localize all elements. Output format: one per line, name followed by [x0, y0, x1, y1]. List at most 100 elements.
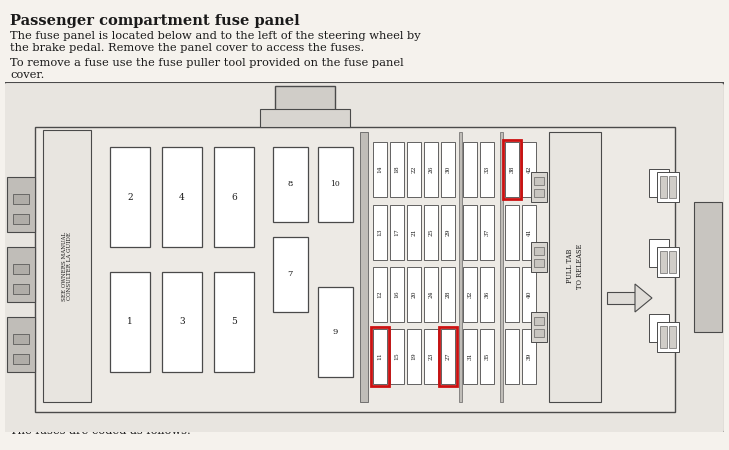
- Text: 26: 26: [429, 166, 434, 173]
- Text: 41: 41: [526, 229, 531, 236]
- Text: 40: 40: [526, 291, 531, 298]
- Bar: [480, 267, 494, 322]
- Bar: [441, 205, 455, 260]
- Bar: [505, 267, 519, 322]
- Bar: [390, 142, 404, 197]
- Bar: [373, 142, 387, 197]
- Bar: [459, 132, 462, 402]
- Bar: [660, 251, 667, 273]
- Bar: [260, 109, 350, 127]
- Text: 30: 30: [445, 166, 451, 173]
- Bar: [13, 214, 29, 224]
- Bar: [162, 147, 202, 247]
- Bar: [110, 147, 150, 247]
- Bar: [607, 292, 635, 304]
- Bar: [441, 142, 455, 197]
- Text: 4: 4: [179, 193, 185, 202]
- Text: 24: 24: [429, 291, 434, 298]
- Bar: [273, 147, 308, 222]
- Bar: [424, 205, 438, 260]
- Bar: [424, 267, 438, 322]
- Bar: [273, 237, 308, 312]
- Bar: [7, 317, 35, 372]
- Bar: [694, 202, 722, 332]
- Text: 20: 20: [411, 291, 416, 298]
- Bar: [522, 329, 536, 384]
- Text: 36: 36: [485, 291, 489, 298]
- Text: 38: 38: [510, 166, 515, 173]
- Bar: [13, 284, 29, 294]
- Bar: [318, 287, 353, 377]
- Bar: [463, 142, 477, 197]
- Bar: [522, 267, 536, 322]
- Text: 1: 1: [127, 318, 133, 327]
- Text: 15: 15: [394, 353, 399, 360]
- Bar: [669, 176, 676, 198]
- Text: 22: 22: [411, 166, 416, 173]
- Text: 12: 12: [378, 291, 383, 298]
- Bar: [534, 329, 544, 337]
- Bar: [522, 205, 536, 260]
- Text: 13: 13: [378, 229, 383, 236]
- Text: 6: 6: [231, 193, 237, 202]
- Text: 3: 3: [179, 318, 185, 327]
- Bar: [373, 205, 387, 260]
- Bar: [373, 267, 387, 322]
- Text: the brake pedal. Remove the panel cover to access the fuses.: the brake pedal. Remove the panel cover …: [10, 43, 364, 53]
- Bar: [390, 205, 404, 260]
- Text: 2: 2: [127, 193, 133, 202]
- Bar: [522, 142, 536, 197]
- Bar: [534, 259, 544, 267]
- Bar: [660, 326, 667, 348]
- Text: PULL TAB
TO RELEASE: PULL TAB TO RELEASE: [566, 243, 584, 289]
- Text: 27: 27: [445, 353, 451, 360]
- Text: 11: 11: [378, 353, 383, 360]
- Bar: [441, 267, 455, 322]
- Bar: [318, 147, 353, 222]
- Bar: [463, 267, 477, 322]
- Text: cover.: cover.: [10, 70, 44, 80]
- Bar: [439, 327, 457, 386]
- Bar: [480, 142, 494, 197]
- Text: 25: 25: [429, 229, 434, 236]
- Bar: [531, 242, 547, 272]
- Bar: [534, 317, 544, 325]
- Bar: [390, 267, 404, 322]
- Bar: [13, 194, 29, 204]
- Bar: [13, 354, 29, 364]
- Bar: [500, 132, 503, 402]
- Bar: [657, 247, 679, 277]
- Bar: [534, 177, 544, 185]
- Bar: [162, 272, 202, 372]
- Text: Passenger compartment fuse panel: Passenger compartment fuse panel: [10, 14, 300, 28]
- Bar: [669, 251, 676, 273]
- Bar: [505, 329, 519, 384]
- Bar: [534, 189, 544, 197]
- Bar: [43, 130, 91, 402]
- Bar: [35, 127, 675, 412]
- Text: The fuse panel is located below and to the left of the steering wheel by: The fuse panel is located below and to t…: [10, 31, 421, 41]
- FancyBboxPatch shape: [3, 82, 725, 434]
- Text: 23: 23: [429, 353, 434, 360]
- Text: 28: 28: [445, 291, 451, 298]
- Bar: [480, 329, 494, 384]
- Text: 5: 5: [231, 318, 237, 327]
- Bar: [407, 205, 421, 260]
- Text: 19: 19: [411, 353, 416, 360]
- Text: 29: 29: [445, 229, 451, 236]
- Bar: [534, 247, 544, 255]
- Text: 35: 35: [485, 353, 489, 360]
- Bar: [360, 132, 368, 402]
- Bar: [463, 329, 477, 384]
- Text: 8: 8: [287, 180, 292, 188]
- Bar: [549, 132, 601, 402]
- Bar: [463, 205, 477, 260]
- Text: 39: 39: [526, 353, 531, 360]
- Bar: [649, 239, 669, 267]
- Text: To remove a fuse use the fuse puller tool provided on the fuse panel: To remove a fuse use the fuse puller too…: [10, 58, 404, 68]
- Bar: [531, 172, 547, 202]
- Text: 32: 32: [467, 291, 472, 298]
- Bar: [214, 272, 254, 372]
- Bar: [649, 314, 669, 342]
- Bar: [424, 142, 438, 197]
